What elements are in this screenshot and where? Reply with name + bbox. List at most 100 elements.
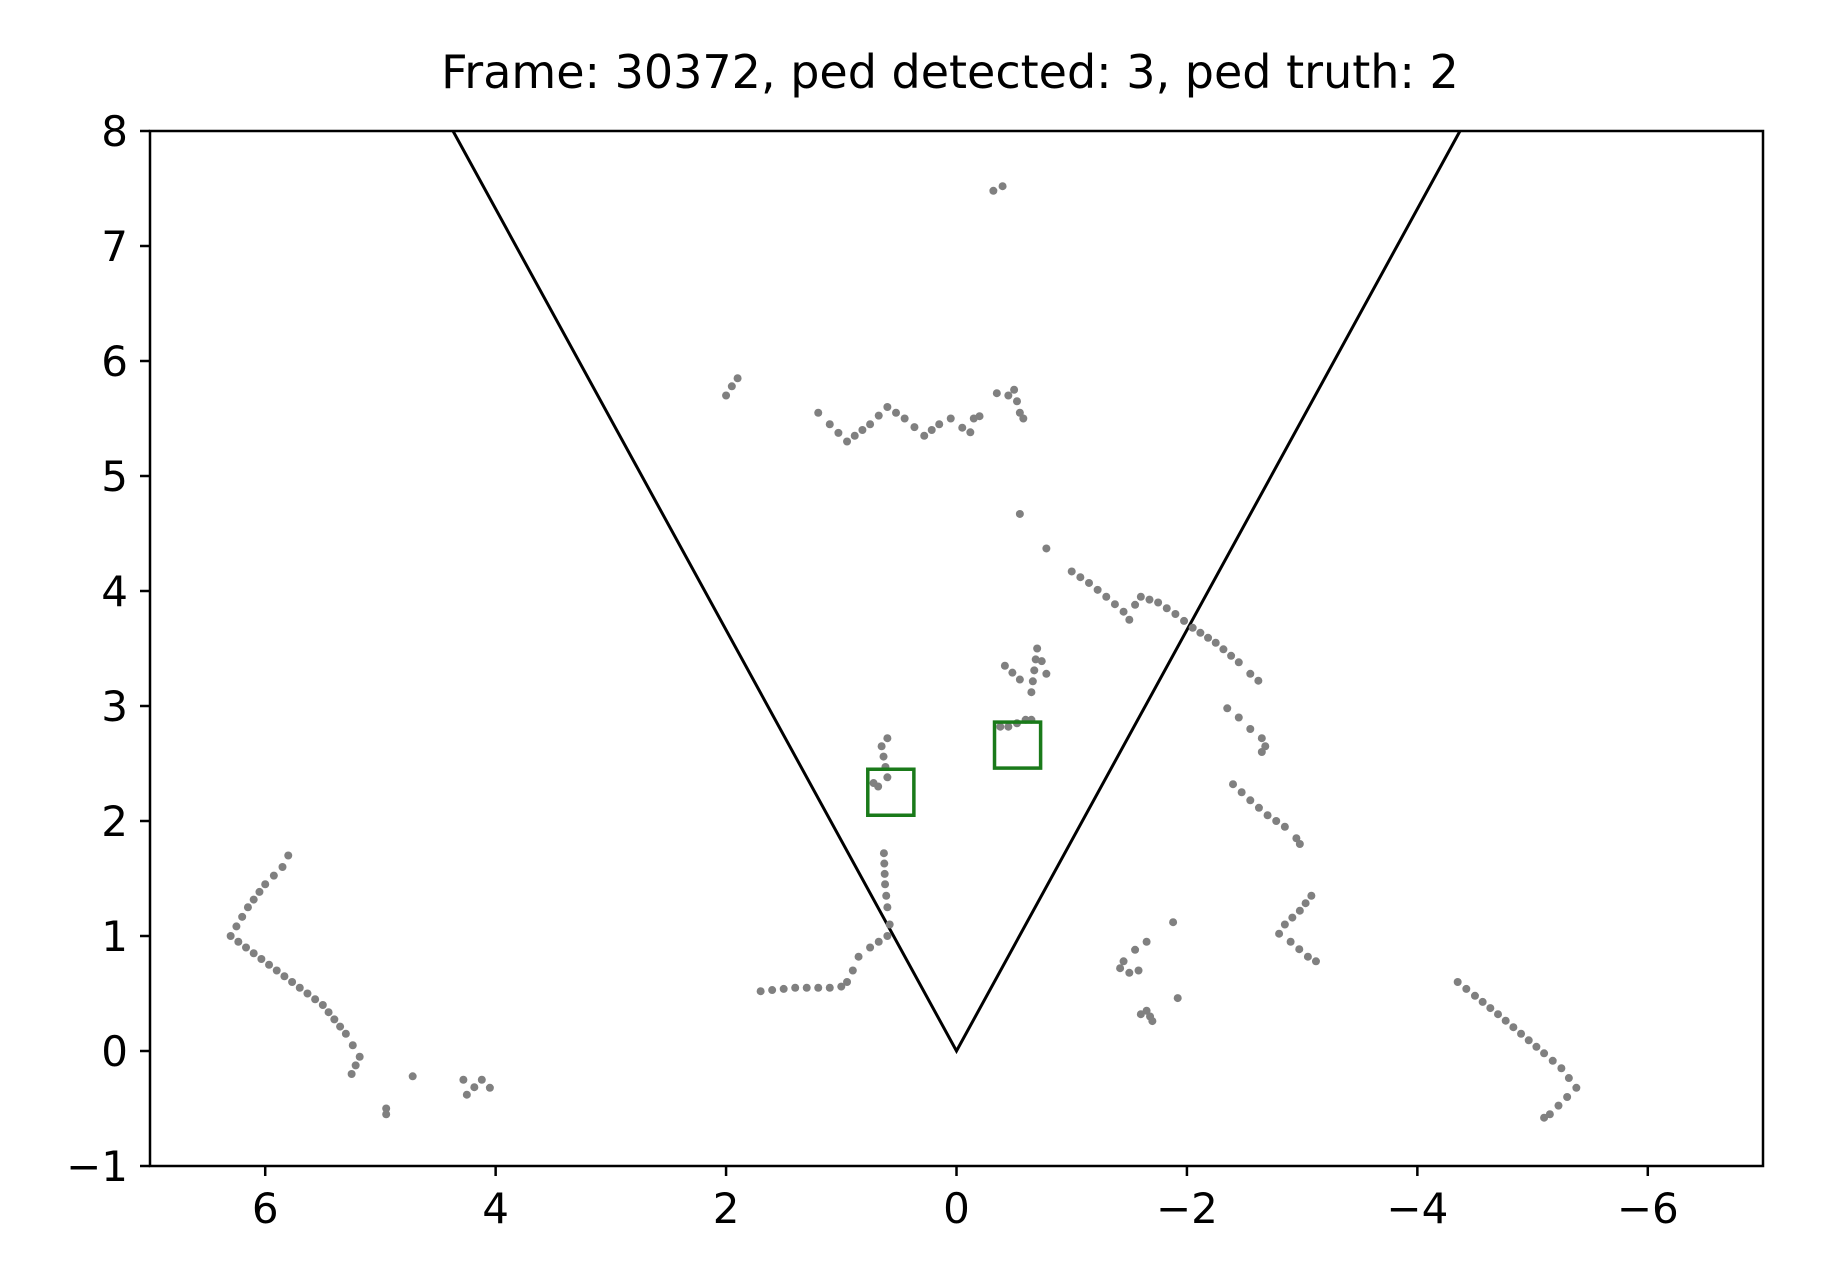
scan-point	[1257, 748, 1266, 756]
scan-point	[866, 943, 875, 952]
scan-point	[1292, 834, 1301, 843]
scan-point	[879, 849, 888, 858]
scan-point	[920, 431, 929, 440]
scan-point	[883, 903, 892, 912]
scan-point	[756, 987, 765, 996]
scan-point	[885, 920, 894, 929]
scan-point	[1136, 592, 1145, 601]
scan-point	[1524, 1036, 1533, 1045]
scan-point	[242, 943, 251, 952]
scan-point	[351, 1061, 360, 1070]
y-tick-label: 5	[101, 452, 128, 501]
scan-point	[249, 949, 258, 958]
scan-point	[1453, 978, 1462, 986]
scan-point	[1110, 600, 1119, 609]
scan-point	[261, 880, 270, 889]
scan-point	[1532, 1042, 1541, 1051]
scan-point	[1219, 645, 1228, 654]
scan-point	[1280, 822, 1289, 831]
scan-point	[255, 887, 264, 896]
scan-point	[341, 1029, 350, 1038]
scan-point	[1076, 573, 1085, 582]
scan-point	[311, 995, 320, 1004]
scan-point	[318, 1001, 327, 1009]
scan-point	[1263, 811, 1272, 820]
scan-point	[265, 960, 274, 969]
scan-point	[355, 1052, 364, 1061]
scan-point	[232, 922, 241, 931]
scan-point	[1301, 899, 1310, 908]
y-axis: −1 0 1 2 3 4 5 6 7 8	[66, 107, 150, 1191]
scan-point	[727, 382, 736, 391]
scan-point	[1237, 788, 1246, 797]
scan-point	[1254, 676, 1263, 685]
scan-point	[1116, 964, 1125, 973]
scan-point	[1131, 600, 1140, 609]
x-tick-label: 2	[713, 1184, 740, 1233]
scan-point	[837, 982, 846, 991]
scan-point	[485, 1083, 494, 1092]
scan-point	[1540, 1113, 1549, 1122]
scan-point	[347, 1070, 356, 1078]
scan-point	[272, 966, 281, 975]
scan-point	[1093, 585, 1102, 594]
scan-point	[883, 403, 892, 411]
scan-point	[1010, 385, 1019, 394]
scan-point	[1042, 544, 1051, 553]
scan-point	[1030, 666, 1039, 675]
scan-point	[1288, 913, 1297, 922]
scan-point	[1196, 628, 1205, 637]
chart-title: Frame: 30372, ped detected: 3, ped truth…	[441, 45, 1459, 99]
detection-box-1	[866, 767, 916, 817]
scan-point	[1173, 994, 1182, 1003]
scan-point	[874, 937, 883, 946]
scan-point	[1162, 604, 1171, 613]
scan-point	[1188, 623, 1197, 632]
scan-point	[1084, 578, 1093, 587]
scan-point	[1012, 397, 1021, 406]
scan-point	[1169, 918, 1178, 927]
scan-point	[1145, 595, 1154, 604]
scan-point	[1031, 655, 1040, 664]
scan-point	[1004, 391, 1013, 400]
scan-point	[1037, 657, 1046, 666]
scan-point	[825, 420, 834, 429]
lidar-points-layer	[226, 182, 1581, 1122]
y-tick-label: 7	[101, 222, 128, 271]
scan-point	[1462, 984, 1471, 993]
fov-boundary-line	[451, 130, 1462, 1055]
scan-point	[882, 891, 891, 900]
y-tick-label: 6	[101, 337, 128, 386]
scan-point	[768, 986, 777, 995]
scan-point	[1000, 661, 1009, 670]
scan-point	[234, 937, 243, 946]
scan-point	[733, 374, 742, 383]
scan-point	[989, 186, 998, 195]
scan-point	[1119, 957, 1128, 966]
scan-point	[825, 983, 834, 992]
y-tick-label: 3	[101, 682, 128, 731]
scan-point	[880, 859, 889, 868]
scan-point	[1554, 1101, 1563, 1110]
scan-point	[848, 966, 857, 975]
scan-point	[249, 895, 258, 904]
scan-point	[1223, 704, 1232, 713]
scan-point	[843, 437, 852, 446]
scan-point	[1280, 920, 1289, 929]
scan-point	[996, 722, 1005, 731]
scan-point	[1229, 780, 1238, 789]
y-tick-label: 0	[101, 1027, 128, 1076]
scan-point	[336, 1022, 345, 1031]
scan-point	[877, 742, 886, 751]
scan-point	[814, 983, 823, 992]
scan-point	[1486, 1004, 1495, 1013]
detection-box-2	[992, 720, 1043, 770]
scan-point	[470, 1083, 479, 1092]
scan-point	[1261, 742, 1270, 751]
scan-point	[927, 426, 936, 434]
scan-point	[900, 414, 909, 423]
scan-point	[303, 989, 312, 998]
scan-point	[1142, 1006, 1151, 1015]
scan-point	[814, 408, 823, 417]
scan-point	[910, 423, 919, 432]
